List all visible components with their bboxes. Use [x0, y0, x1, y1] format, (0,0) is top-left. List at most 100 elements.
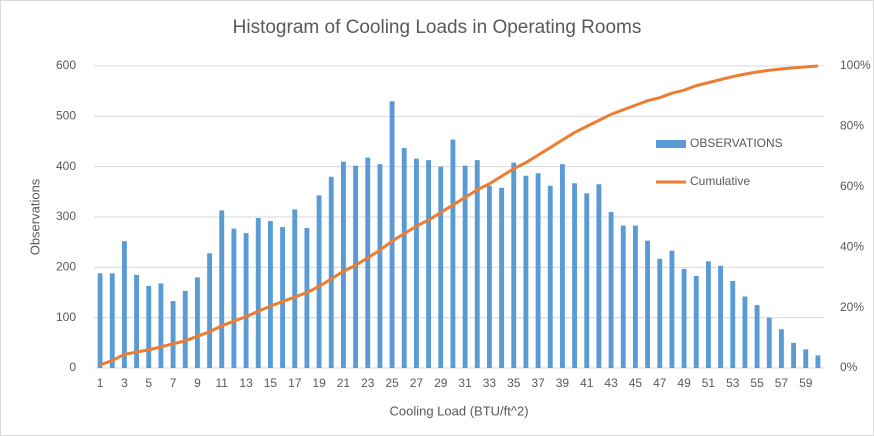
bar: [401, 148, 407, 368]
x-axis-label: Cooling Load (BTU/ft^2): [389, 403, 528, 418]
bar: [486, 185, 492, 368]
x-tick-label: 51: [702, 376, 716, 390]
bar: [389, 101, 395, 368]
bar: [328, 176, 334, 368]
bar: [791, 342, 797, 368]
bar: [766, 317, 772, 368]
chart-title: Histogram of Cooling Loads in Operating …: [233, 17, 642, 38]
x-tick-label: 39: [556, 376, 570, 390]
bar: [207, 253, 213, 368]
bar: [499, 187, 505, 368]
bar: [815, 355, 821, 368]
bar: [572, 183, 578, 368]
x-tick-label: 17: [288, 376, 302, 390]
bar: [267, 221, 273, 368]
x-tick-label: 7: [170, 376, 177, 390]
bar: [632, 225, 638, 368]
bar: [219, 210, 225, 368]
bar: [146, 285, 152, 368]
y-tick-label: 100: [56, 310, 76, 324]
y2-tick-label: 0%: [840, 360, 858, 374]
x-tick-label: 1: [97, 376, 104, 390]
x-tick-label: 19: [312, 376, 326, 390]
bar: [377, 164, 383, 368]
bar: [194, 277, 200, 368]
y-tick-label: 200: [56, 260, 76, 274]
bar: [669, 250, 675, 368]
bar: [718, 265, 724, 368]
bar: [134, 274, 140, 368]
x-tick-label: 37: [531, 376, 545, 390]
bar: [730, 280, 736, 368]
x-tick-label: 43: [604, 376, 618, 390]
y2-tick-label: 80%: [840, 119, 864, 133]
bar: [182, 290, 188, 368]
y2-tick-label: 60%: [840, 179, 864, 193]
x-tick-label: 27: [410, 376, 424, 390]
x-tick-label: 55: [750, 376, 764, 390]
x-tick-label: 21: [337, 376, 351, 390]
bar: [340, 161, 346, 368]
bar: [97, 273, 103, 368]
y-tick-label: 300: [56, 209, 76, 223]
bar: [304, 228, 310, 368]
bar: [596, 184, 602, 368]
bar: [474, 160, 480, 368]
bar: [608, 211, 614, 368]
x-tick-label: 15: [264, 376, 278, 390]
bar: [681, 268, 687, 368]
bar: [462, 165, 468, 368]
bar: [413, 158, 419, 368]
x-tick-label: 33: [483, 376, 497, 390]
bar: [170, 301, 176, 368]
y2-tick-label: 100%: [840, 58, 871, 72]
bar: [803, 349, 809, 368]
x-tick-label: 49: [677, 376, 691, 390]
y-tick-label: 600: [56, 58, 76, 72]
bar: [754, 305, 760, 368]
bar: [426, 160, 432, 368]
x-tick-label: 3: [121, 376, 128, 390]
bar: [657, 258, 663, 368]
legend-label: Cumulative: [690, 174, 750, 188]
bar: [645, 240, 651, 368]
bar: [584, 193, 590, 368]
bar: [438, 166, 444, 368]
x-tick-label: 23: [361, 376, 375, 390]
bar: [109, 273, 115, 368]
y-tick-label: 500: [56, 109, 76, 123]
y2-tick-label: 40%: [840, 239, 864, 253]
bar: [158, 283, 164, 368]
legend-label: OBSERVATIONS: [690, 136, 783, 150]
bar: [693, 275, 699, 368]
x-tick-label: 11: [216, 376, 229, 390]
legend-swatch: [656, 140, 686, 148]
x-tick-label: 53: [726, 376, 740, 390]
bar: [280, 227, 286, 368]
bar: [243, 233, 249, 368]
bar: [705, 261, 711, 368]
x-tick-label: 47: [653, 376, 667, 390]
bar: [559, 164, 565, 368]
bar: [535, 173, 541, 368]
x-tick-label: 25: [385, 376, 399, 390]
y2-tick-label: 20%: [840, 300, 864, 314]
y-tick-label: 0: [69, 360, 76, 374]
x-tick-label: 31: [458, 376, 472, 390]
bar: [255, 218, 261, 368]
bar: [620, 225, 626, 368]
bar: [316, 195, 322, 368]
bar: [450, 139, 456, 368]
bar: [547, 185, 553, 368]
x-tick-label: 9: [194, 376, 201, 390]
cumulative-line: [99, 64, 819, 367]
bar: [778, 329, 784, 368]
bar: [742, 296, 748, 368]
bar: [511, 162, 517, 368]
x-tick-label: 35: [507, 376, 521, 390]
x-tick-label: 29: [434, 376, 448, 390]
bar: [121, 241, 127, 368]
bar: [365, 157, 371, 368]
